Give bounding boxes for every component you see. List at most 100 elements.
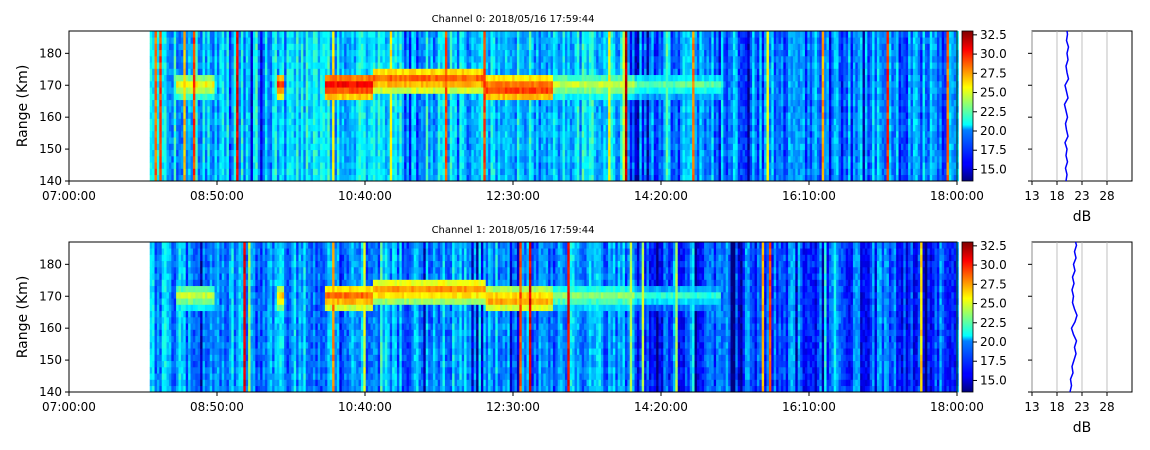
heatmap-cell — [435, 168, 439, 176]
heatmap-cell — [420, 124, 424, 132]
heatmap-cell — [322, 74, 326, 82]
heatmap-cell — [461, 106, 465, 113]
heatmap-cell — [173, 87, 177, 94]
heatmap-cell — [276, 149, 280, 157]
heatmap-cell — [524, 124, 527, 132]
heatmap-cell — [536, 43, 539, 51]
heatmap-cell — [260, 143, 263, 151]
heatmap-cell — [576, 149, 580, 157]
heatmap-cell — [219, 49, 223, 57]
heatmap-cell — [646, 81, 650, 88]
heatmap-cell — [437, 68, 441, 76]
heatmap-cell — [204, 74, 208, 82]
heatmap-cell — [274, 87, 278, 94]
heatmap-cell — [483, 118, 487, 126]
heatmap-cell — [524, 162, 527, 169]
heatmap-cell — [555, 68, 559, 76]
heatmap-cell — [524, 43, 527, 51]
heatmap-cell — [192, 156, 196, 163]
heatmap-cell — [526, 37, 530, 44]
heatmap-cell — [348, 93, 352, 101]
heatmap-cell — [281, 87, 285, 94]
heatmap-cell — [310, 174, 314, 182]
heatmap-cell — [380, 149, 383, 157]
heatmap-cell — [202, 81, 206, 88]
heatmap-cell — [572, 106, 575, 113]
heatmap-cell — [480, 174, 484, 182]
heatmap-cell — [471, 112, 475, 119]
heatmap-cell — [552, 99, 556, 107]
heatmap-cell — [264, 106, 268, 113]
heatmap-cell — [584, 156, 587, 163]
heatmap-cell — [178, 143, 182, 151]
heatmap-cell — [519, 93, 523, 101]
heatmap-cell — [344, 124, 347, 132]
heatmap-cell — [255, 118, 259, 126]
heatmap-cell — [356, 168, 359, 176]
heatmap-cell — [252, 74, 256, 82]
heatmap-cell — [377, 106, 381, 113]
heatmap-cell — [264, 81, 268, 88]
heatmap-cell — [257, 137, 261, 144]
heatmap-cell — [296, 37, 299, 44]
heatmap-cell — [380, 99, 383, 107]
heatmap-cell — [452, 162, 455, 169]
heatmap-cell — [272, 112, 275, 119]
heatmap-cell — [404, 56, 407, 63]
heatmap-cell — [197, 118, 201, 126]
heatmap-cell — [420, 68, 424, 76]
heatmap-cell — [180, 43, 184, 51]
heatmap-cell — [452, 56, 455, 63]
heatmap-cell — [188, 112, 191, 119]
heatmap-cell — [351, 74, 355, 82]
heatmap-cell — [351, 137, 355, 144]
heatmap-cell — [312, 43, 316, 51]
heatmap-cell — [176, 106, 179, 113]
heatmap-cell — [382, 31, 386, 38]
heatmap-cell — [221, 62, 225, 69]
heatmap-cell — [394, 31, 398, 38]
heatmap-cell — [456, 99, 460, 107]
heatmap-cell — [396, 131, 400, 138]
heatmap-cell — [610, 162, 614, 169]
heatmap-cell — [612, 162, 616, 169]
heatmap-cell — [303, 131, 307, 138]
heatmap-cell — [586, 112, 590, 119]
heatmap-cell — [406, 162, 410, 169]
heatmap-cell — [617, 143, 621, 151]
heatmap-cell — [646, 162, 650, 169]
heatmap-cell — [413, 112, 417, 119]
heatmap-cell — [468, 174, 472, 182]
heatmap-cell — [156, 93, 160, 101]
heatmap-cell — [572, 56, 575, 63]
heatmap-cell — [432, 93, 436, 101]
heatmap-cell — [624, 112, 628, 119]
heatmap-cell — [204, 93, 208, 101]
heatmap-cell — [500, 106, 503, 113]
heatmap-cell — [171, 131, 175, 138]
heatmap-cell — [543, 112, 547, 119]
heatmap-cell — [279, 112, 283, 119]
heatmap-cell — [464, 62, 467, 69]
heatmap-cell — [490, 31, 494, 38]
heatmap-cell — [639, 124, 643, 132]
heatmap-cell — [514, 112, 518, 119]
heatmap-cell — [267, 99, 271, 107]
heatmap-cell — [358, 118, 362, 126]
heatmap-cell — [219, 174, 223, 182]
heatmap-cell — [339, 112, 343, 119]
heatmap-cell — [269, 168, 273, 176]
heatmap-cell — [557, 131, 561, 138]
heatmap-cell — [226, 37, 230, 44]
heatmap-cell — [348, 99, 352, 107]
heatmap-cell — [548, 168, 551, 176]
heatmap-cell — [192, 37, 196, 44]
heatmap-cell — [586, 137, 590, 144]
heatmap-cell — [480, 49, 484, 57]
heatmap-cell — [202, 49, 206, 57]
heatmap-cell — [255, 143, 259, 151]
heatmap-cell — [212, 62, 215, 69]
heatmap-cell — [516, 162, 520, 169]
heatmap-cell — [190, 68, 194, 76]
heatmap-cell — [348, 131, 352, 138]
